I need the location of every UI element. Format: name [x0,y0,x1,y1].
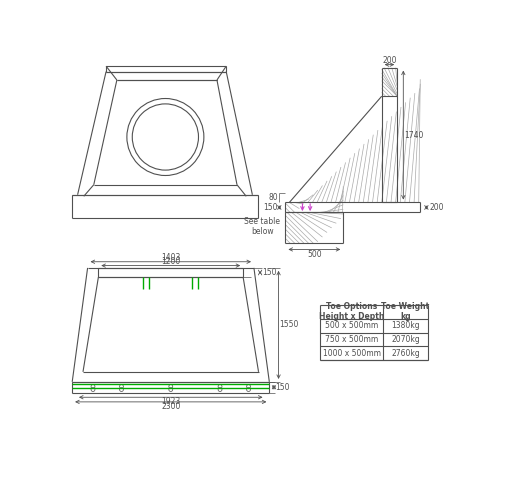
Text: 150: 150 [262,268,277,277]
Text: Toe Options
Height x Depth: Toe Options Height x Depth [319,302,384,322]
Text: 750 x 500mm: 750 x 500mm [325,335,378,344]
Text: 150: 150 [275,383,290,392]
Text: 1923: 1923 [161,398,180,406]
Text: 1200: 1200 [161,257,180,266]
Text: 1550: 1550 [280,320,299,330]
Text: See table
below: See table below [244,216,280,236]
Text: 1000 x 500mm: 1000 x 500mm [323,349,381,358]
Text: 500: 500 [307,250,322,258]
Text: 1380kg: 1380kg [391,321,420,330]
Text: 500 x 500mm: 500 x 500mm [325,321,378,330]
Text: Toe Weight
kg: Toe Weight kg [381,302,430,322]
Text: 1403: 1403 [161,252,180,262]
Text: 1740: 1740 [405,130,424,140]
Text: 2300: 2300 [161,402,180,411]
Text: 200: 200 [382,56,397,66]
Text: 150: 150 [263,203,277,212]
Text: 2070kg: 2070kg [391,335,420,344]
Text: 2760kg: 2760kg [391,349,420,358]
Text: 200: 200 [430,203,444,212]
Text: 80: 80 [268,194,278,202]
